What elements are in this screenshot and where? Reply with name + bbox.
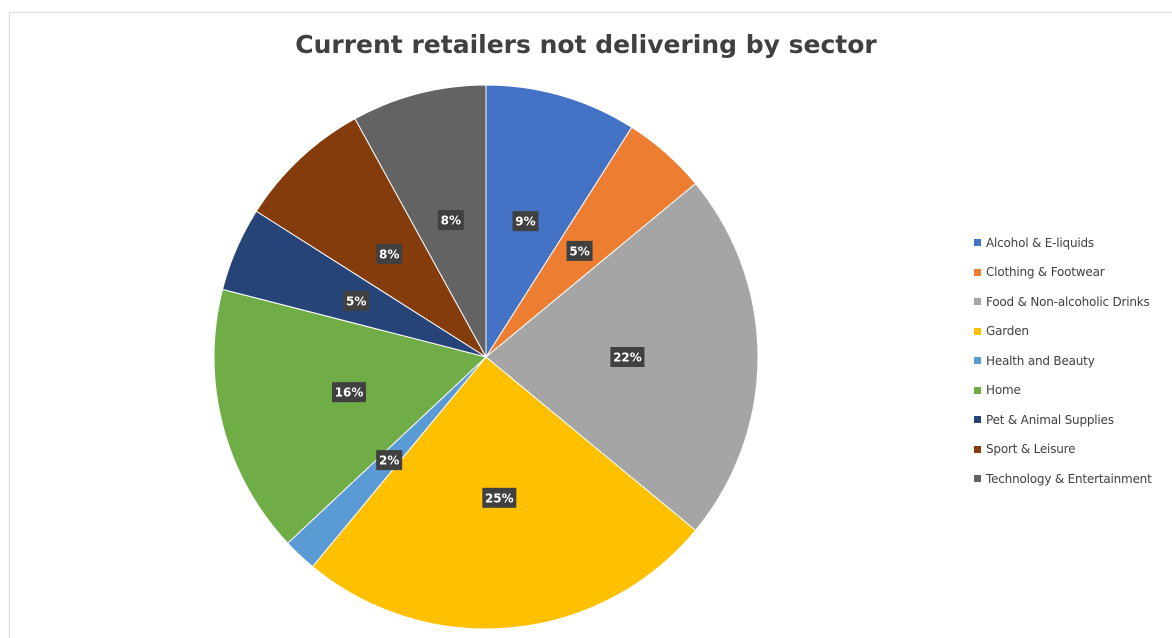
data-label-box	[332, 382, 367, 403]
legend-label: Technology & Entertainment	[986, 471, 1152, 486]
pie-slice	[354, 84, 487, 358]
data-label: 25%	[485, 491, 514, 505]
legend-swatch	[974, 445, 981, 453]
legend-swatch	[974, 357, 981, 365]
data-label-box	[610, 347, 645, 367]
data-label: 8%	[441, 214, 461, 228]
legend-swatch	[974, 416, 981, 424]
data-label-box	[376, 450, 403, 471]
legend-label: Garden	[986, 324, 1029, 339]
legend-item: Sport & Leisure	[974, 435, 1152, 465]
data-label: 9%	[515, 215, 535, 229]
data-label-box	[482, 487, 517, 508]
legend-swatch	[974, 268, 981, 276]
pie-slice	[485, 84, 633, 359]
data-label-box	[343, 290, 370, 311]
pie-slice	[213, 288, 488, 544]
data-label: 5%	[569, 244, 589, 258]
legend-item: Pet & Animal Supplies	[974, 405, 1152, 435]
legend-label: Alcohol & E-liquids	[986, 235, 1094, 250]
data-label: 22%	[613, 351, 642, 365]
legend-label: Food & Non-alcoholic Drinks	[986, 294, 1150, 309]
legend-swatch	[974, 239, 981, 247]
legend-swatch	[974, 386, 981, 394]
legend-item: Home	[974, 376, 1152, 406]
legend-swatch	[974, 298, 981, 306]
chart-title: Current retailers not delivering by sect…	[295, 30, 877, 59]
data-label-box	[376, 243, 403, 264]
data-label: 8%	[379, 247, 399, 261]
legend-label: Health and Beauty	[986, 353, 1095, 368]
data-label-box	[512, 211, 539, 232]
pie-slice	[255, 117, 487, 358]
data-label-box	[566, 240, 593, 261]
legend-item: Clothing & Footwear	[974, 258, 1152, 288]
legend-label: Pet & Animal Supplies	[986, 412, 1114, 427]
data-label: 2%	[379, 454, 399, 468]
legend-swatch	[974, 327, 981, 335]
data-label: 16%	[335, 386, 364, 400]
legend: Alcohol & E-liquids Clothing & Footwear Fo…	[974, 228, 1152, 494]
legend-swatch	[974, 475, 981, 483]
legend-label: Home	[986, 383, 1021, 398]
legend-item: Alcohol & E-liquids	[974, 228, 1152, 258]
legend-item: Food & Non-alcoholic Drinks	[974, 287, 1152, 317]
legend-label: Sport & Leisure	[986, 442, 1076, 457]
legend-label: Clothing & Footwear	[986, 265, 1105, 280]
legend-item: Garden	[974, 317, 1152, 347]
legend-item: Health and Beauty	[974, 346, 1152, 376]
data-label-box	[437, 210, 464, 231]
data-label: 5%	[346, 294, 366, 308]
legend-item: Technology & Entertainment	[974, 464, 1152, 494]
chart-area	[9, 12, 1172, 638]
